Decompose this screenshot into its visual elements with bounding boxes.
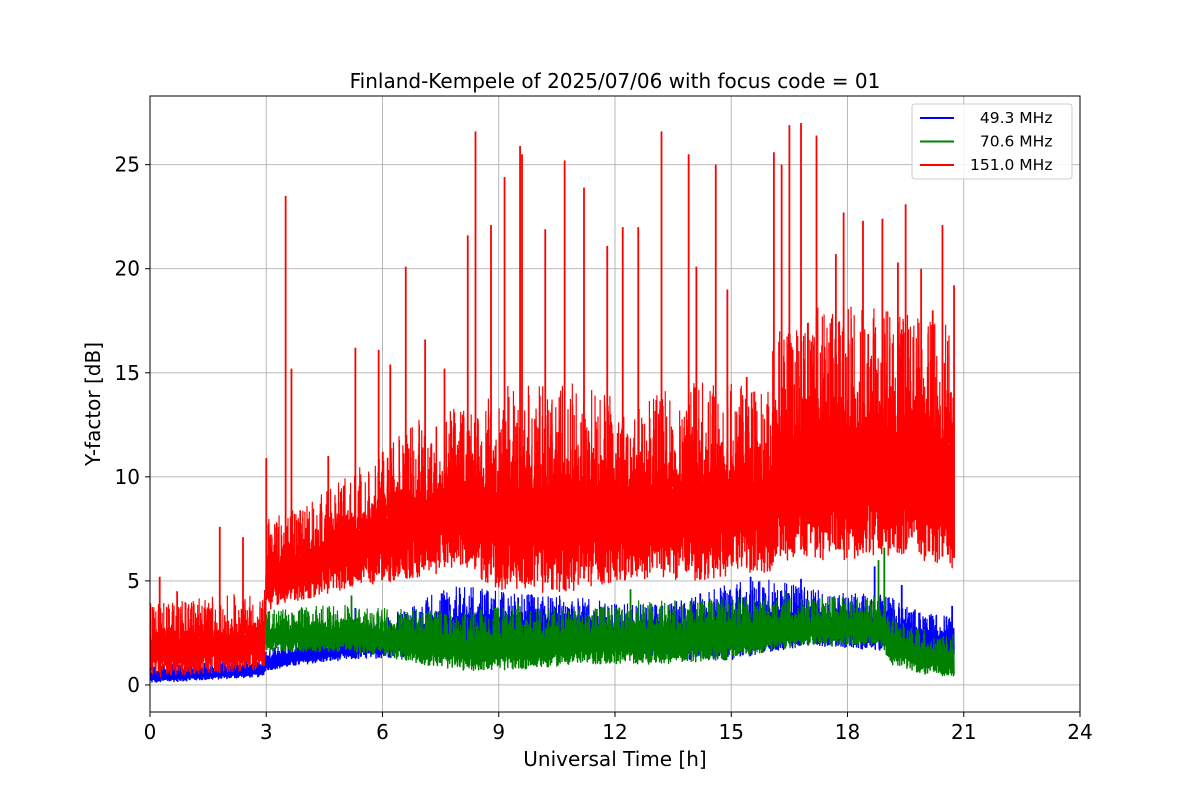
- x-tick-label: 12: [602, 720, 627, 744]
- legend-label-2: 70.6 MHz: [970, 133, 1052, 151]
- y-tick-label: 10: [115, 465, 140, 489]
- x-tick-label: 18: [835, 720, 860, 744]
- y-axis: 0 5 10 15 20 25: [115, 153, 150, 697]
- x-tick-label: 3: [260, 720, 273, 744]
- x-tick-label: 9: [492, 720, 505, 744]
- y-tick-label: 5: [127, 569, 140, 593]
- y-tick-label: 25: [115, 153, 140, 177]
- chart-title: Finland-Kempele of 2025/07/06 with focus…: [350, 69, 881, 93]
- y-tick-label: 15: [115, 361, 140, 385]
- legend: 49.3 MHz 70.6 MHz 151.0 MHz: [911, 103, 1073, 180]
- x-axis-label: Universal Time [h]: [523, 747, 706, 771]
- x-tick-label: 15: [719, 720, 744, 744]
- x-tick-label: 0: [144, 720, 157, 744]
- series-3-line: [150, 123, 955, 678]
- x-tick-label: 24: [1067, 720, 1092, 744]
- legend-box: [911, 103, 1073, 180]
- y-axis-label: Y-factor [dB]: [81, 342, 105, 467]
- x-tick-label: 21: [951, 720, 976, 744]
- x-tick-label: 6: [376, 720, 389, 744]
- series-2-line: [265, 547, 955, 677]
- y-tick-label: 20: [115, 257, 140, 281]
- legend-label-3: 151.0 MHz: [970, 156, 1052, 174]
- x-axis: 0 3 6 9 12 15 18 21 24: [144, 712, 1093, 744]
- legend-label-1: 49.3 MHz: [970, 109, 1052, 127]
- y-tick-label: 0: [127, 673, 140, 697]
- series-layer: [150, 123, 955, 683]
